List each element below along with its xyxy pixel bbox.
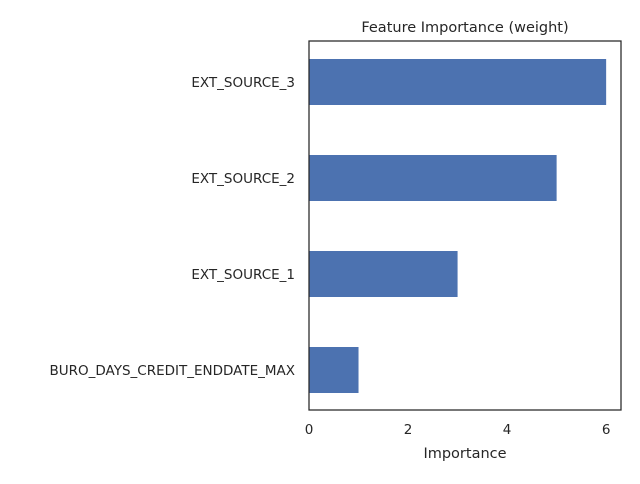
- bars-layer: [309, 59, 607, 393]
- x-tick-label: 4: [503, 422, 512, 438]
- bar-buro-days-credit-enddate-max: [309, 347, 359, 393]
- y-tick-label: EXT_SOURCE_3: [191, 75, 295, 91]
- bar-ext-source-3: [309, 59, 607, 105]
- y-axis-ticks: EXT_SOURCE_3 EXT_SOURCE_2 EXT_SOURCE_1 BURO…: [49, 75, 295, 379]
- y-tick-label: EXT_SOURCE_2: [191, 171, 295, 187]
- bar-ext-source-1: [309, 251, 458, 297]
- x-tick-label: 2: [404, 422, 413, 438]
- x-tick-label: 0: [305, 422, 314, 438]
- y-tick-label: BURO_DAYS_CREDIT_ENDDATE_MAX: [49, 363, 295, 379]
- plot-frame: [308, 40, 622, 411]
- x-axis-ticks: 0 2 4 6: [305, 422, 611, 438]
- chart-title: Feature Importance (weight): [361, 20, 568, 36]
- x-tick-label: 6: [602, 422, 611, 438]
- x-axis-label: Importance: [423, 446, 506, 462]
- y-tick-label: EXT_SOURCE_1: [191, 267, 295, 283]
- bar-ext-source-2: [309, 155, 557, 201]
